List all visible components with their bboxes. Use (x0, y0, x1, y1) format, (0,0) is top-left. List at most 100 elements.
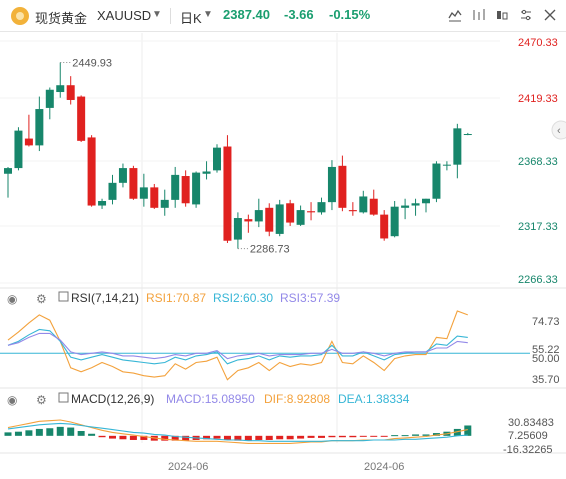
svg-text:DIF:8.92808: DIF:8.92808 (264, 392, 330, 406)
candle-body (422, 198, 430, 204)
divider (170, 8, 171, 24)
settings-icon[interactable] (517, 8, 535, 24)
rsi-series (0, 310, 530, 381)
candle-body (296, 210, 305, 225)
macd-bar (338, 435, 346, 438)
indicator-toggle-icon[interactable] (58, 392, 69, 403)
indicator-toggle-icon[interactable] (58, 291, 69, 302)
rsi1-value: 70.87 (176, 291, 206, 305)
date-axis: 2024-06 2024-06 (168, 461, 404, 473)
macd-bar (171, 435, 179, 441)
rsi-line-1 (7, 310, 468, 381)
macd-bar (359, 435, 367, 437)
fullscreen-icon[interactable] (541, 8, 559, 24)
dea-line (7, 422, 468, 442)
macd-bar (453, 428, 461, 436)
candle-body (129, 168, 138, 199)
kline-chart[interactable]: 2470.33 2419.33 2368.33 2317.33 2266.33 … (0, 33, 566, 479)
svg-text:RSI2:60.30: RSI2:60.30 (213, 291, 273, 305)
candle-body (66, 85, 75, 100)
svg-text:‹: ‹ (557, 125, 561, 137)
macd-bar (98, 435, 106, 438)
price-tick: 2419.33 (518, 93, 558, 105)
macd-bar (223, 435, 231, 440)
candle-body (118, 168, 127, 183)
gear-icon[interactable]: ⚙ (36, 393, 47, 407)
macd-bar (318, 435, 325, 438)
macd-bar (255, 435, 263, 440)
macd-bar (109, 435, 116, 439)
candle-body (390, 206, 399, 237)
max-price-annotation: 2449.93 (72, 58, 112, 70)
candle-body (98, 201, 107, 206)
rsi-line-3 (7, 332, 468, 360)
macd-title: MACD(12,26,9) (71, 392, 154, 406)
macd-bar (46, 428, 54, 436)
macd-bar (328, 435, 336, 438)
macd-bar (286, 435, 294, 440)
drawing-tools-icon[interactable] (493, 8, 511, 24)
dea-name: DEA (338, 392, 363, 406)
candle-body (380, 214, 389, 239)
macd-bar (422, 434, 430, 436)
svg-text:MACD:15.08950: MACD:15.08950 (166, 392, 255, 406)
rsi-header: ◉ ⚙ RSI(7,14,21) RSI1:70.87 RSI2:60.30 R… (7, 291, 340, 306)
macd-bar (234, 435, 242, 441)
rsi-line-2 (7, 328, 468, 365)
macd-bar (129, 435, 137, 440)
chevron-down-icon[interactable]: ▼ (152, 9, 162, 20)
candle-body (254, 210, 263, 222)
min-price-annotation: 2286.73 (250, 244, 290, 256)
macd-bar (14, 431, 22, 436)
svg-text:RSI1:70.87: RSI1:70.87 (146, 291, 206, 305)
macd-bar (265, 435, 273, 440)
price-tick: 2470.33 (518, 37, 558, 49)
price-tick: 2317.33 (518, 221, 558, 233)
period-selector[interactable]: 日K (180, 11, 202, 26)
candle-body (286, 203, 295, 223)
candle-body (45, 89, 54, 108)
macd-bar (119, 435, 127, 440)
macd-bar (380, 435, 388, 437)
rsi-tick: 35.70 (532, 374, 560, 386)
gold-logo-icon (11, 7, 29, 25)
macd-name: MACD (166, 392, 202, 406)
chevron-down-icon[interactable]: ▼ (203, 9, 213, 20)
symbol-selector[interactable]: XAUUSD (97, 8, 152, 23)
macd-bar (77, 431, 85, 436)
price-tick: 2266.33 (518, 274, 558, 286)
svg-text:RSI3:57.39: RSI3:57.39 (280, 291, 340, 305)
collapse-panel-button[interactable]: ‹ (551, 120, 566, 140)
svg-text:DEA:1.38334: DEA:1.38334 (338, 392, 410, 406)
date-tick: 2024-06 (364, 461, 404, 473)
candle-body (327, 166, 336, 203)
candle-body (463, 134, 472, 136)
candle-body (338, 165, 347, 208)
macd-bar (370, 435, 378, 437)
candle-body (87, 137, 96, 206)
macd-bar (401, 435, 409, 437)
eye-icon[interactable]: ◉ (7, 292, 17, 306)
candle-body (160, 199, 169, 208)
candle-body (171, 174, 180, 200)
macd-bar (56, 426, 64, 436)
macd-tick: -16.32265 (503, 444, 553, 456)
gear-icon[interactable]: ⚙ (36, 292, 47, 306)
price-tick: 2368.33 (518, 156, 558, 168)
macd-bar (161, 435, 169, 441)
last-price: 2387.40 (223, 7, 270, 22)
instrument-name[interactable]: 现货黄金 (35, 11, 88, 26)
candle-body (442, 164, 451, 166)
eye-icon[interactable]: ◉ (7, 393, 17, 407)
candle-body (181, 176, 190, 204)
macd-header: ◉ ⚙ MACD(12,26,9) MACD:15.08950 DIF:8.92… (7, 392, 410, 407)
macd-bar (276, 435, 284, 440)
indicator-icon[interactable] (470, 8, 488, 24)
price-change-percent: -0.15% (329, 7, 371, 22)
candle-body (275, 204, 284, 234)
macd-bar (244, 435, 252, 441)
candle-body (401, 205, 410, 208)
rsi-tick: 50.00 (532, 353, 560, 365)
candle-style-icon[interactable] (446, 8, 464, 24)
rsi3-value: 57.39 (310, 291, 340, 305)
